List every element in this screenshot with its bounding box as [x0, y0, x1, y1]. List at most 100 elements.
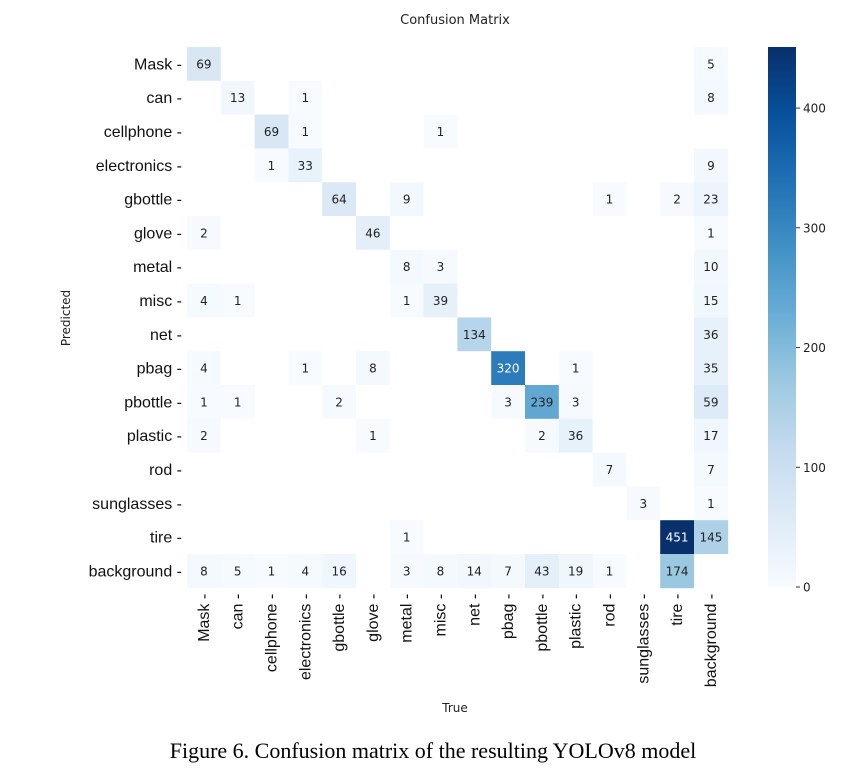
heatmap-cell — [220, 182, 255, 217]
heatmap-cell — [322, 216, 357, 251]
heatmap-cell — [558, 216, 593, 251]
heatmap-cell — [220, 249, 255, 284]
heatmap-cell — [254, 216, 289, 251]
heatmap-cell — [457, 351, 492, 386]
heatmap-cell — [423, 452, 458, 487]
row-label: background - — [89, 563, 182, 580]
heatmap-cell — [626, 520, 661, 555]
heatmap-cell — [694, 317, 729, 352]
heatmap-cell — [491, 351, 526, 386]
heatmap-cell — [356, 520, 391, 555]
cell-value-label: 8 — [707, 91, 715, 105]
heatmap-cell — [254, 283, 289, 318]
heatmap-cell — [626, 351, 661, 386]
heatmap-cell — [423, 283, 458, 318]
heatmap-cell — [187, 249, 222, 284]
heatmap-cell — [694, 249, 729, 284]
cell-value-label: 69 — [264, 125, 279, 139]
cell-value-label: 59 — [703, 395, 718, 409]
colorbar-tick-label: 0 — [803, 581, 811, 595]
cell-value-label: 15 — [703, 294, 718, 308]
heatmap-cell — [423, 80, 458, 115]
confusion-matrix-figure: Confusion Matrix 69 513 1 869 1 11 33 964 9 1 2 232… — [59, 13, 826, 715]
heatmap-cell — [592, 351, 627, 386]
cell-value-label: 1 — [268, 564, 276, 578]
cell-value-label: 239 — [530, 395, 553, 409]
heatmap-cell — [491, 80, 526, 115]
heatmap-cell — [626, 283, 661, 318]
heatmap-cell — [356, 317, 391, 352]
heatmap-cell — [660, 249, 695, 284]
cell-value-label: 9 — [707, 159, 715, 173]
colorbar-tick-label: 100 — [803, 461, 826, 475]
column-label: pbag - — [500, 594, 517, 639]
heatmap-cell — [660, 216, 695, 251]
heatmap-cell — [356, 182, 391, 217]
heatmap-cell — [423, 148, 458, 183]
column-label: background - — [703, 594, 720, 687]
heatmap-cell — [322, 114, 357, 149]
heatmap-cell — [660, 520, 695, 555]
column-label: pbottle - — [534, 594, 551, 652]
heatmap-cell — [626, 216, 661, 251]
cell-value-label: 1 — [707, 226, 715, 240]
x-axis-label: True — [441, 701, 468, 715]
heatmap-cell — [423, 317, 458, 352]
heatmap-cell — [220, 80, 255, 115]
heatmap-cell — [491, 385, 526, 420]
y-axis-label: Predicted — [59, 290, 73, 346]
heatmap-cell — [356, 452, 391, 487]
heatmap-cell — [254, 418, 289, 453]
heatmap-cell — [457, 554, 492, 589]
column-label: plastic - — [568, 594, 585, 649]
heatmap-cell — [423, 486, 458, 521]
heatmap-cell — [220, 554, 255, 589]
heatmap-cell — [322, 47, 357, 82]
heatmap-cell — [626, 182, 661, 217]
cell-value-label: 451 — [666, 531, 689, 545]
heatmap-cell — [254, 486, 289, 521]
row-label: can - — [146, 90, 182, 107]
heatmap-cell — [626, 418, 661, 453]
heatmap-cell — [389, 283, 424, 318]
heatmap-cell — [626, 114, 661, 149]
heatmap-cell — [187, 80, 222, 115]
heatmap-cell — [254, 80, 289, 115]
row-label: electronics - — [96, 158, 182, 175]
heatmap-cell — [389, 249, 424, 284]
heatmap-cell — [660, 554, 695, 589]
heatmap-cell — [322, 283, 357, 318]
heatmap-cell — [356, 148, 391, 183]
heatmap-cell — [288, 283, 323, 318]
heatmap-cell — [322, 182, 357, 217]
heatmap-cell — [322, 486, 357, 521]
cell-value-label: 8 — [369, 362, 377, 376]
heatmap-cell — [592, 114, 627, 149]
heatmap-cell — [389, 385, 424, 420]
heatmap-cell — [626, 554, 661, 589]
heatmap-cell — [558, 554, 593, 589]
heatmap-cell — [592, 520, 627, 555]
heatmap-cell — [423, 520, 458, 555]
cell-value-label: 13 — [230, 91, 245, 105]
heatmap-cell — [220, 148, 255, 183]
heatmap-cell — [187, 452, 222, 487]
heatmap-cell — [254, 47, 289, 82]
heatmap-cell — [626, 452, 661, 487]
heatmap-cell — [660, 486, 695, 521]
cell-value-label: 145 — [699, 531, 722, 545]
cell-value-label: 320 — [497, 362, 520, 376]
heatmap-cell — [389, 351, 424, 386]
column-tick-labels: Mask - can - cellphone - electronics - gbott… — [196, 594, 720, 687]
cell-value-label: 39 — [433, 294, 448, 308]
heatmap-cell — [220, 385, 255, 420]
cell-value-label: 1 — [606, 193, 614, 207]
heatmap-cell — [592, 148, 627, 183]
cell-value-label: 2 — [538, 429, 546, 443]
heatmap-cell — [423, 216, 458, 251]
heatmap-cell — [220, 520, 255, 555]
heatmap-cell — [322, 148, 357, 183]
cell-value-label: 5 — [234, 564, 242, 578]
heatmap-cell — [187, 216, 222, 251]
heatmap-cell — [423, 418, 458, 453]
